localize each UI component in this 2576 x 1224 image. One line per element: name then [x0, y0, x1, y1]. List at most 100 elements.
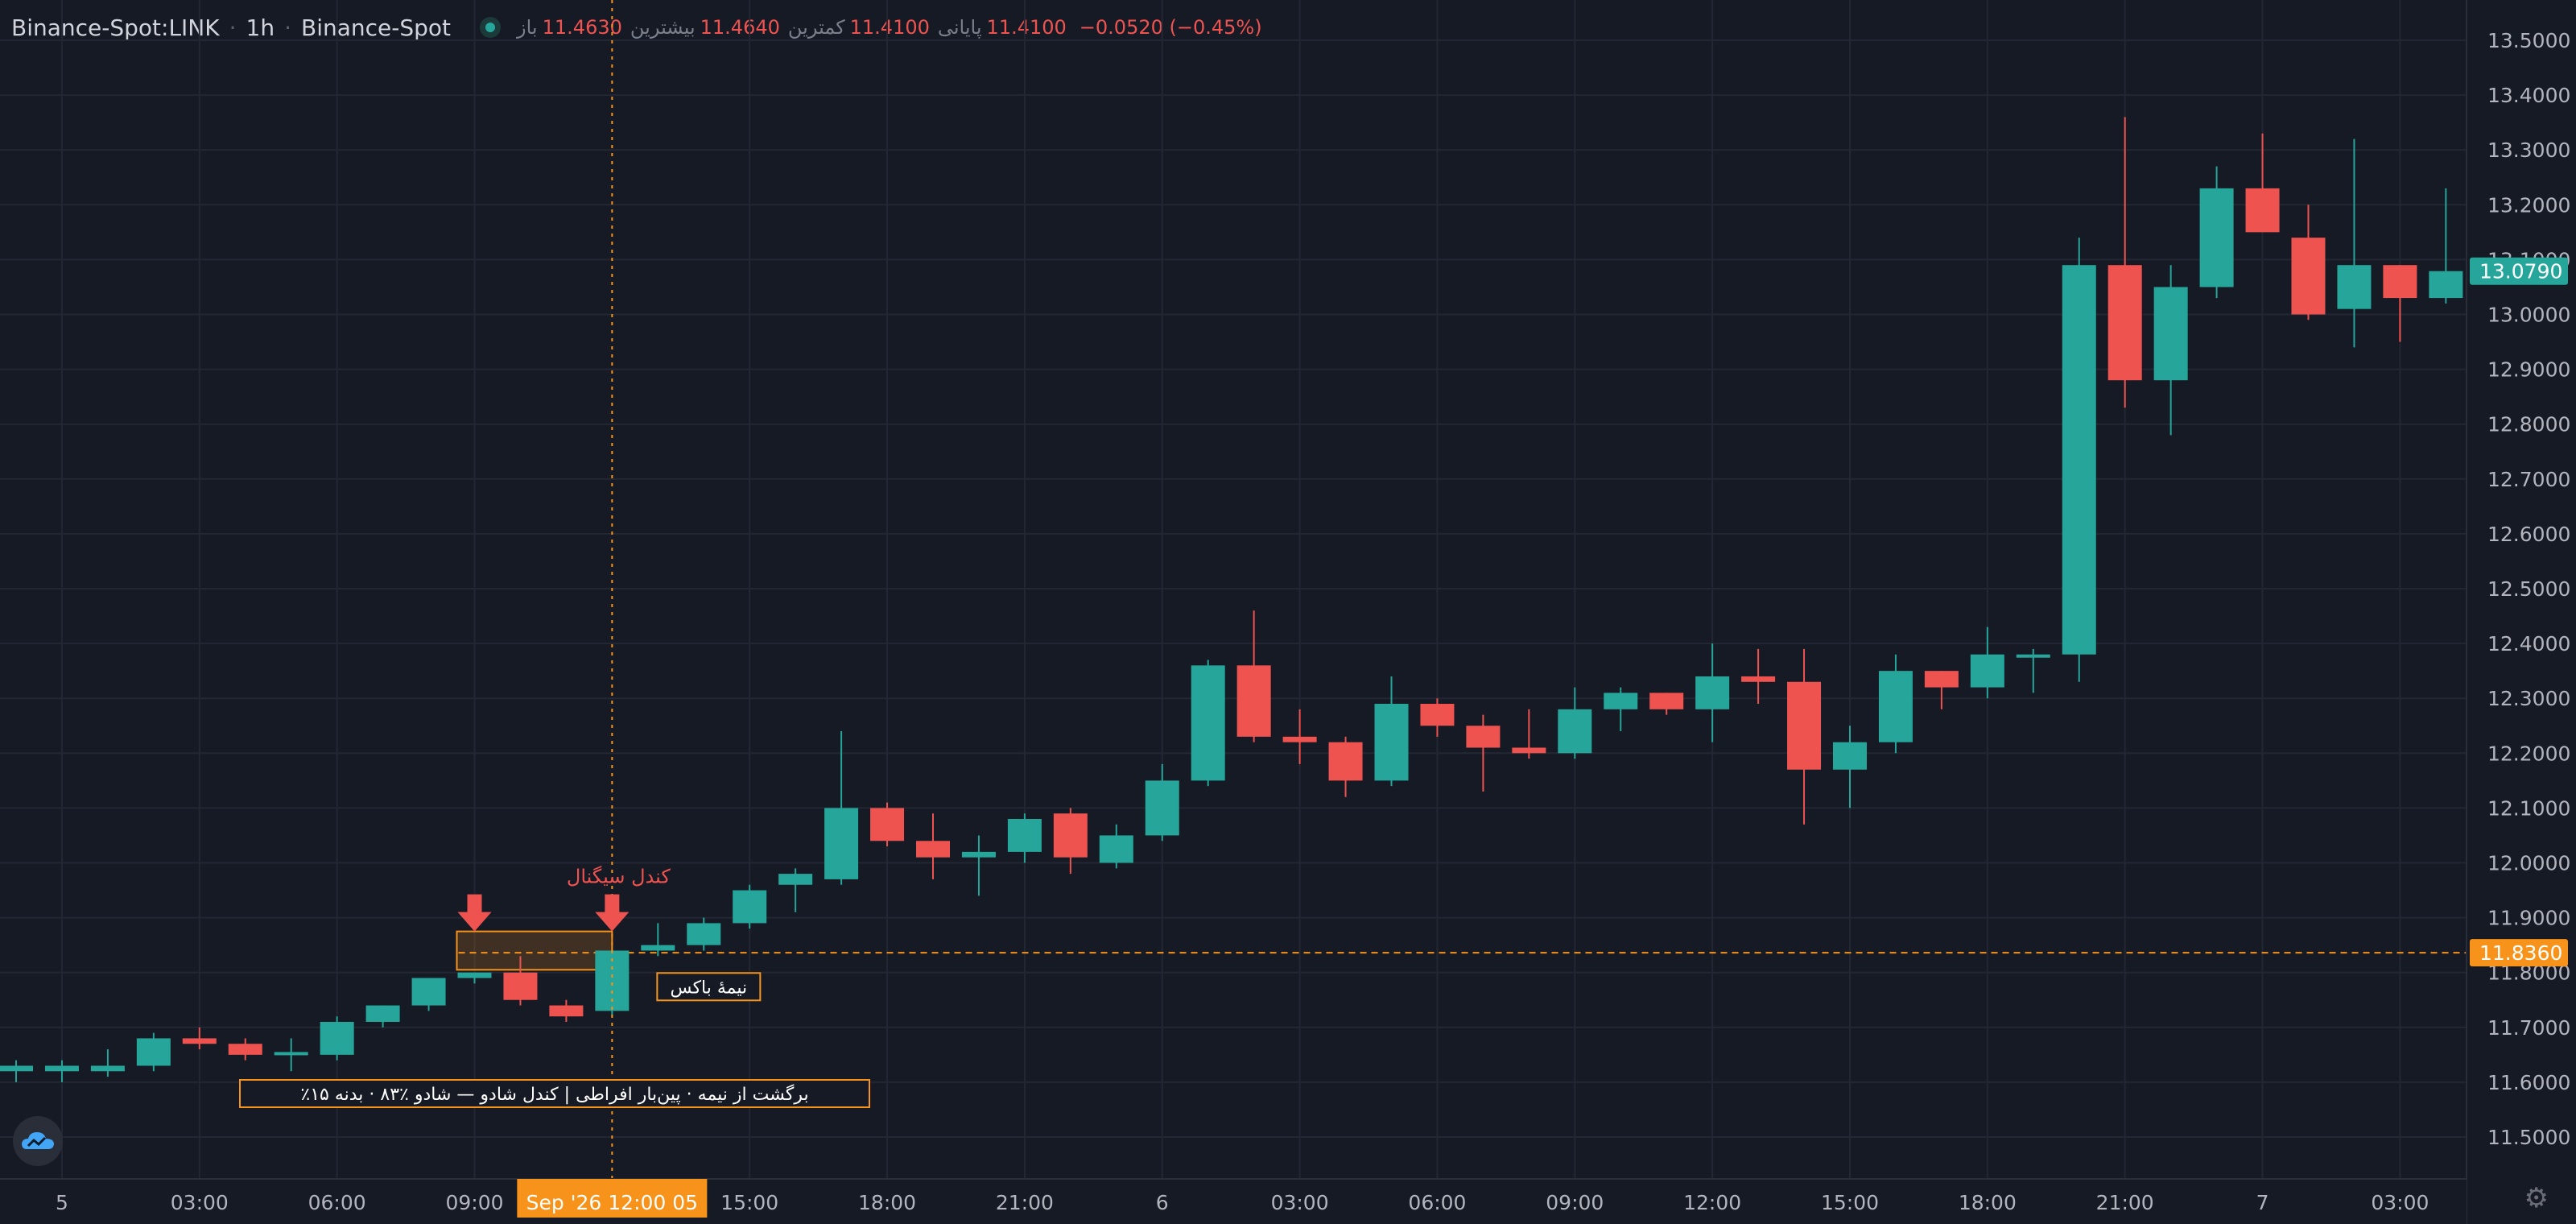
candle	[1695, 643, 1730, 742]
annotations-layer: کندل سیگنال نیمهٔ باکس ٪برگشت از نیمه · پی…	[239, 0, 870, 1179]
reference-line-layer	[456, 930, 2467, 971]
price-tick-label: 12.5000	[2487, 577, 2570, 601]
price-tick-label: 12.6000	[2487, 523, 2570, 546]
candle	[2062, 238, 2096, 682]
price-tick-label: 13.5000	[2487, 29, 2570, 52]
candle	[1878, 654, 1913, 754]
candle	[1236, 610, 1271, 742]
candle-body	[1282, 736, 1317, 742]
candle	[549, 999, 584, 1022]
price-tick-label: 11.6000	[2487, 1071, 2570, 1094]
candle	[1833, 726, 1867, 808]
candle	[2429, 188, 2463, 304]
candle-body	[2429, 271, 2463, 299]
interval-label[interactable]: 1h	[246, 14, 275, 41]
ohlc-legend: باز 11.4630 بیشترین 11.4640 کمترین 11.41…	[517, 16, 1270, 39]
candle	[1007, 813, 1042, 863]
candle-body	[2199, 188, 2234, 287]
candle-body	[2337, 265, 2372, 309]
time-tick-label: 18:00	[1959, 1191, 2017, 1214]
candle	[1420, 698, 1455, 737]
price-axis[interactable]: 13.500013.400013.300013.200013.100013.00…	[2466, 0, 2576, 1224]
signal-box	[456, 930, 613, 971]
candle	[1741, 648, 1776, 705]
reference-price-badge-bg	[2470, 939, 2568, 967]
candle-body	[1099, 835, 1133, 863]
candle-body	[457, 972, 492, 978]
candle-body	[2245, 188, 2280, 233]
candle-body	[2383, 265, 2417, 299]
time-tick-label: 06:00	[308, 1191, 366, 1214]
mid-box-label: نیمهٔ باکس	[671, 978, 748, 998]
candle-body	[641, 945, 675, 951]
time-axis[interactable]: 5 03:00 06:00 09:00 15:00 18:00 21:00 6 03:00 06:…	[0, 1178, 2467, 1224]
time-tick-label: 03:00	[2371, 1191, 2429, 1214]
low-value: 11.4100	[849, 16, 930, 39]
candle-body	[1420, 704, 1455, 726]
gear-icon[interactable]: ⚙	[2524, 1182, 2549, 1214]
time-tick-label: 5	[56, 1191, 68, 1214]
candle	[2199, 166, 2234, 299]
candle-body	[1007, 819, 1042, 852]
candle-body	[1924, 671, 1959, 688]
candle	[90, 1049, 125, 1077]
candle-body	[1466, 726, 1501, 748]
candle	[1374, 676, 1409, 787]
cloud-logo-icon[interactable]	[13, 1116, 63, 1166]
candle	[274, 1038, 308, 1072]
time-tick-label: 7	[2256, 1191, 2269, 1214]
down-arrow-icon	[457, 894, 492, 932]
price-tick-label: 12.7000	[2487, 468, 2570, 491]
candle	[365, 1005, 400, 1028]
time-tick-label: 03:00	[1271, 1191, 1329, 1214]
crosshair-time-bg	[517, 1179, 708, 1218]
candle-body	[2016, 654, 2050, 658]
last-price-badge-bg	[2470, 257, 2568, 285]
candle-body	[824, 808, 859, 879]
header-separator: ·	[284, 14, 291, 41]
high-label: بیشترین	[630, 16, 696, 39]
candle	[136, 1032, 171, 1072]
candle-body	[1833, 742, 1867, 770]
symbol-name[interactable]: Binance-Spot:LINK	[11, 14, 220, 41]
candle	[2016, 648, 2050, 693]
price-tick-label: 12.1000	[2487, 796, 2570, 820]
change-value: −0.0520 (−0.45%)	[1079, 16, 1262, 39]
candle	[870, 802, 905, 847]
price-tick-label: 13.0000	[2487, 304, 2570, 327]
price-tick-label: 11.7000	[2487, 1016, 2570, 1040]
candle	[687, 917, 721, 951]
candle	[2337, 139, 2372, 348]
candle-body	[2062, 265, 2096, 655]
candle-body	[274, 1052, 308, 1056]
low-label: کمترین	[787, 16, 845, 39]
candle-body	[549, 1005, 584, 1017]
candle-body	[1053, 813, 1088, 858]
candle-body	[778, 874, 813, 885]
candle	[457, 972, 492, 984]
time-tick-label: 03:00	[171, 1191, 229, 1214]
candle-body	[503, 972, 538, 1000]
candle	[1970, 626, 2004, 699]
candle	[1328, 736, 1363, 797]
candle	[961, 835, 996, 896]
close-label: پایانی	[937, 16, 982, 39]
candle	[182, 1027, 217, 1050]
candle	[1053, 808, 1088, 875]
candle-body	[2153, 287, 2188, 381]
candle-body	[916, 841, 950, 858]
candle-body	[2291, 238, 2326, 315]
candle	[411, 978, 446, 1011]
time-tick-label: 12:00	[1683, 1191, 1741, 1214]
candle	[1924, 671, 1959, 709]
time-tick-label: 09:00	[1546, 1191, 1604, 1214]
chart-grid	[0, 0, 2467, 1179]
candle	[1604, 687, 1638, 732]
price-tick-label: 12.0000	[2487, 852, 2570, 875]
candle	[0, 1060, 33, 1082]
candle	[641, 923, 675, 957]
candle-body	[733, 890, 767, 924]
candle-body	[44, 1065, 79, 1072]
time-tick-label: 21:00	[996, 1191, 1054, 1214]
